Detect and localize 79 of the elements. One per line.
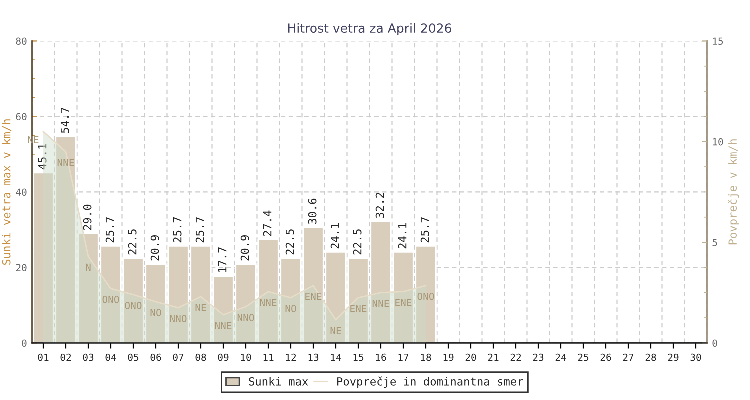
data-label: 25.7 bbox=[196, 217, 204, 243]
data-label: 25.7 bbox=[106, 217, 114, 243]
data-label: 25.7 bbox=[420, 217, 430, 243]
x-tick-label: 01 bbox=[38, 354, 49, 362]
x-tick-label: 19 bbox=[444, 354, 454, 362]
data-label: 32.2 bbox=[376, 193, 384, 218]
data-label: 22.5 bbox=[128, 230, 137, 255]
x-tick-label: 28 bbox=[646, 354, 656, 362]
data-label: ENE bbox=[350, 305, 367, 312]
x-tick-label: 17 bbox=[398, 354, 409, 362]
y2-tick-label: 0 bbox=[712, 340, 718, 348]
data-label: NE bbox=[330, 327, 342, 334]
data-label: 17.7 bbox=[218, 248, 227, 272]
data-label: ONO bbox=[125, 302, 142, 310]
data-label: NO bbox=[286, 305, 296, 312]
x-tick-label: 21 bbox=[488, 354, 499, 362]
data-label: NNO bbox=[238, 314, 254, 322]
data-label: 29.0 bbox=[83, 204, 92, 230]
data-label: 54.7 bbox=[60, 108, 70, 134]
data-label: NNO bbox=[170, 315, 187, 322]
x-tick-label: 15 bbox=[354, 354, 364, 362]
data-label: NNE bbox=[372, 300, 390, 308]
y-axis-title: Sunki vetra max v km/h bbox=[2, 120, 12, 266]
x-tick-label: 30 bbox=[690, 354, 702, 362]
data-label: 20.9 bbox=[240, 236, 250, 261]
data-label: NO bbox=[150, 309, 162, 316]
x-tick-label: 25 bbox=[578, 354, 589, 362]
x-tick-label: 07 bbox=[173, 354, 184, 362]
y2-tick-label: 15 bbox=[713, 38, 724, 46]
legend-label: Sunki max bbox=[249, 377, 308, 386]
data-label: 20.9 bbox=[150, 236, 160, 261]
y2-tick-label: 5 bbox=[712, 239, 718, 246]
x-tick-label: 27 bbox=[623, 354, 634, 362]
y2-axis-title: Povprečje v km/h bbox=[728, 140, 740, 245]
data-label: NNE bbox=[215, 322, 232, 330]
x-tick-label: 04 bbox=[106, 354, 116, 362]
data-label: 22.5 bbox=[286, 230, 294, 255]
x-tick-label: 12 bbox=[286, 354, 296, 362]
x-tick-label: 06 bbox=[150, 354, 162, 362]
data-label: 24.1 bbox=[398, 223, 407, 249]
x-tick-label: 22 bbox=[510, 354, 522, 362]
data-label: 22.5 bbox=[353, 230, 362, 255]
data-label: N bbox=[86, 264, 91, 272]
data-label: NE bbox=[196, 304, 206, 312]
y-tick-label: 80 bbox=[16, 38, 27, 46]
data-label: 27.4 bbox=[263, 210, 272, 236]
x-tick-label: 05 bbox=[128, 354, 139, 362]
x-tick-label: 16 bbox=[376, 354, 386, 362]
x-tick-label: 23 bbox=[533, 354, 544, 362]
data-label: ONO bbox=[102, 296, 120, 304]
chart-title: Hitrost vetra za April 2026 bbox=[288, 23, 452, 36]
data-label: ENE bbox=[306, 293, 322, 300]
data-label: ENE bbox=[396, 299, 412, 306]
x-tick-label: 26 bbox=[600, 354, 612, 362]
x-tick-label: 10 bbox=[241, 354, 252, 362]
y-tick-label: 40 bbox=[16, 188, 27, 196]
data-label: ONO bbox=[418, 292, 434, 300]
x-tick-label: 02 bbox=[60, 354, 72, 362]
x-tick-label: 29 bbox=[668, 354, 679, 362]
y-tick-label: 60 bbox=[16, 113, 27, 121]
y-tick-label: 20 bbox=[16, 264, 27, 272]
x-tick-label: 09 bbox=[218, 354, 229, 362]
x-tick-label: 24 bbox=[556, 354, 566, 362]
x-tick-label: 14 bbox=[331, 354, 342, 362]
x-tick-label: 08 bbox=[196, 354, 206, 362]
x-tick-label: 18 bbox=[421, 354, 432, 362]
x-tick-label: 13 bbox=[308, 354, 319, 362]
data-label: 25.7 bbox=[173, 217, 182, 243]
x-tick-label: 11 bbox=[264, 354, 274, 362]
data-label: 45.1 bbox=[38, 144, 47, 170]
data-label: 30.6 bbox=[308, 198, 317, 224]
y2-tick-label: 10 bbox=[713, 138, 724, 146]
y-tick-label: 0 bbox=[22, 340, 27, 348]
x-tick-label: 03 bbox=[83, 354, 94, 362]
x-tick-label: 20 bbox=[466, 354, 476, 362]
legend-label: Povprečje in dominantna smer bbox=[338, 376, 524, 388]
data-label: NNE bbox=[58, 159, 74, 166]
data-label: 24.1 bbox=[330, 223, 340, 249]
data-label: NNE bbox=[260, 299, 277, 306]
